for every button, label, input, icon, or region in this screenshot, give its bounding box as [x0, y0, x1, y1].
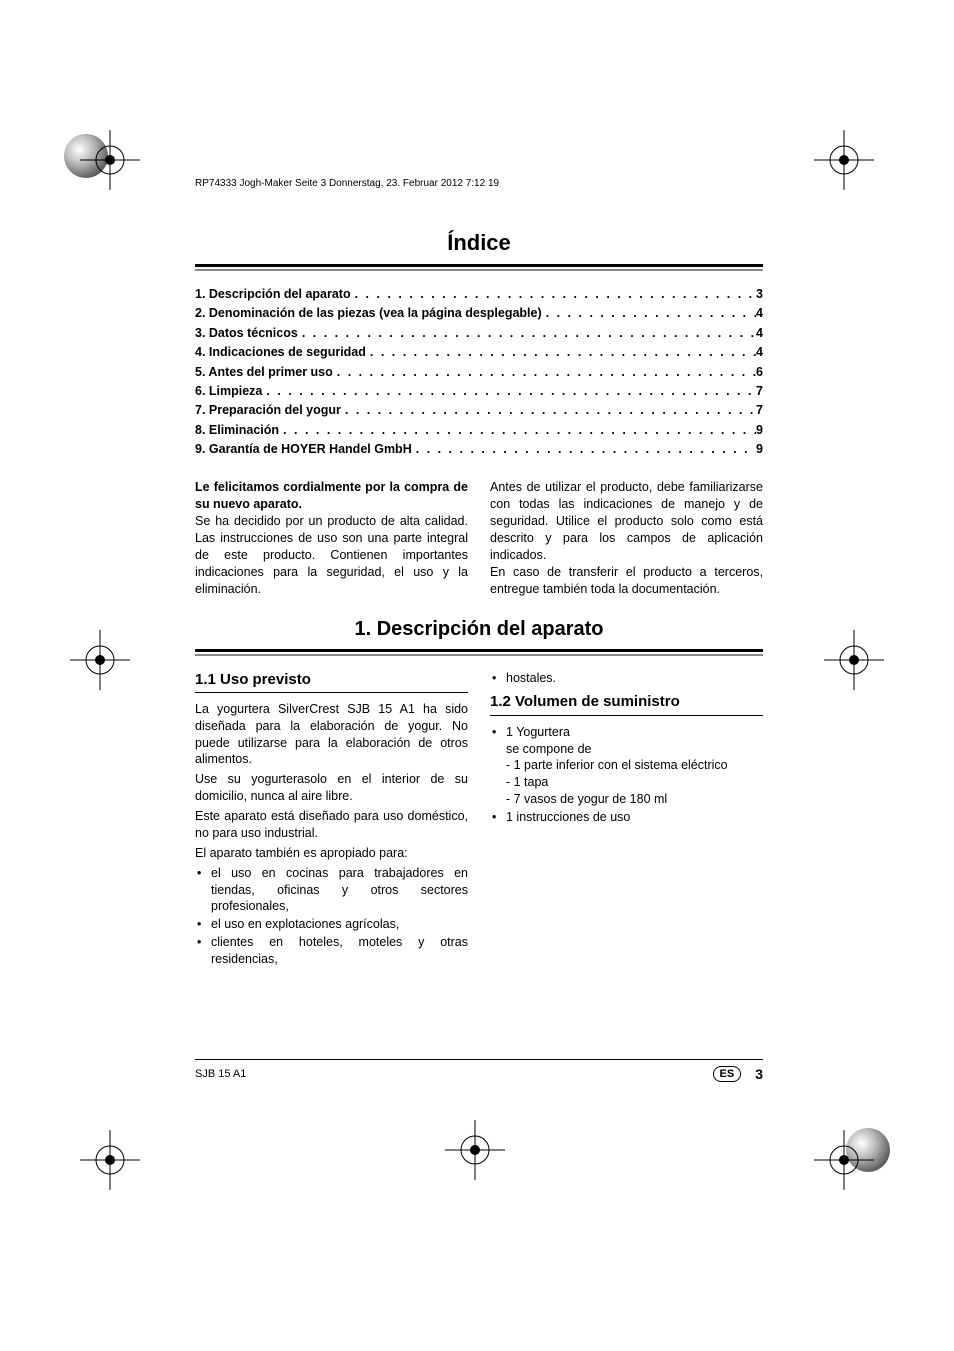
toc-label: 2. Denominación de las piezas (vea la pá… [195, 304, 542, 323]
intro-right-p1: Antes de utilizar el producto, debe fami… [490, 479, 763, 563]
subhead-rule [195, 692, 468, 693]
toc-title-wrap: Índice [195, 230, 763, 262]
section-rule-dark [195, 649, 763, 652]
sub11-p4: El aparato también es apropiado para: [195, 845, 468, 862]
registration-mark-icon [814, 1130, 874, 1190]
toc-page: 4 [756, 343, 763, 362]
registration-mark-icon [80, 130, 140, 190]
page-content: Índice 1. Descripción del aparato . . . … [195, 230, 763, 1082]
toc-page: 7 [756, 401, 763, 420]
toc-page: 9 [756, 440, 763, 459]
toc-dots: . . . . . . . . . . . . . . . . . . . . … [351, 285, 756, 304]
toc-page: 6 [756, 363, 763, 382]
sub11-p3: Este aparato está diseñado para uso domé… [195, 808, 468, 842]
registration-mark-icon [814, 130, 874, 190]
toc-row: 2. Denominación de las piezas (vea la pá… [195, 304, 763, 323]
section1-title-wrap: 1. Descripción del aparato [195, 618, 763, 647]
title-rule-dark [195, 264, 763, 267]
toc-dots: . . . . . . . . . . . . . . . . . . . . … [279, 421, 756, 440]
page-number: 3 [755, 1066, 763, 1082]
section1-title: 1. Descripción del aparato [355, 618, 604, 641]
toc-dots: . . . . . . . . . . . . . . . . . . . . … [341, 401, 756, 420]
sub12-item1-sub1: se compone de [506, 741, 763, 758]
sub12-item1-sub4: - 7 vasos de yogur de 180 ml [506, 791, 763, 808]
sub11-p1: La yogurtera SilverCrest SJB 15 A1 ha si… [195, 701, 468, 769]
lang-badge: ES [713, 1066, 742, 1082]
toc-page: 7 [756, 382, 763, 401]
intro-columns: Le felicitamos cordialmente por la compr… [195, 479, 763, 597]
subhead-rule [490, 715, 763, 716]
toc-dots: . . . . . . . . . . . . . . . . . . . . … [366, 343, 756, 362]
footer-model: SJB 15 A1 [195, 1068, 246, 1080]
sub11-bullets: el uso en cocinas para trabajadores en t… [195, 865, 468, 968]
page-footer: SJB 15 A1 ES 3 [195, 1059, 763, 1082]
sub11-title: 1.1 Uso previsto [195, 670, 468, 690]
sub12-item1-sub2: - 1 parte inferior con el sistema eléctr… [506, 757, 763, 774]
right-top-bullets: hostales. [490, 670, 763, 687]
toc-label: 1. Descripción del aparato [195, 285, 351, 304]
toc-row: 8. Eliminación . . . . . . . . . . . . .… [195, 421, 763, 440]
intro-left-body: Se ha decidido por un producto de alta c… [195, 513, 468, 597]
footer-right: ES 3 [713, 1066, 763, 1082]
toc-row: 5. Antes del primer uso . . . . . . . . … [195, 363, 763, 382]
toc-page: 4 [756, 304, 763, 323]
list-item: el uso en explotaciones agrícolas, [195, 916, 468, 933]
print-header-line: RP74333 Jogh-Maker Seite 3 Donnerstag, 2… [195, 178, 499, 189]
registration-mark-icon [80, 1130, 140, 1190]
print-header-text: RP74333 Jogh-Maker Seite 3 Donnerstag, 2… [195, 178, 499, 189]
list-item: 1 instrucciones de uso [490, 809, 763, 826]
toc-label: 7. Preparación del yogur [195, 401, 341, 420]
section-rule-gray [195, 654, 763, 656]
toc-label: 3. Datos técnicos [195, 324, 298, 343]
sub12-item1-sub3: - 1 tapa [506, 774, 763, 791]
toc-label: 5. Antes del primer uso [195, 363, 333, 382]
toc-dots: . . . . . . . . . . . . . . . . . . . . … [262, 382, 756, 401]
body-col-left: 1.1 Uso previsto La yogurtera SilverCres… [195, 670, 468, 969]
toc-row: 7. Preparación del yogur . . . . . . . .… [195, 401, 763, 420]
toc-label: 4. Indicaciones de seguridad [195, 343, 366, 362]
body-col-right: hostales. 1.2 Volumen de suministro 1 Yo… [490, 670, 763, 969]
toc-dots: . . . . . . . . . . . . . . . . . . . . … [412, 440, 756, 459]
toc-row: 1. Descripción del aparato . . . . . . .… [195, 285, 763, 304]
toc-row: 4. Indicaciones de seguridad . . . . . .… [195, 343, 763, 362]
sub12-title: 1.2 Volumen de suministro [490, 692, 763, 712]
intro-col-left: Le felicitamos cordialmente por la compr… [195, 479, 468, 597]
toc-row: 6. Limpieza . . . . . . . . . . . . . . … [195, 382, 763, 401]
registration-mark-icon [824, 630, 884, 690]
registration-mark-icon [445, 1120, 505, 1180]
toc-row: 3. Datos técnicos . . . . . . . . . . . … [195, 324, 763, 343]
list-item: 1 Yogurtera se compone de - 1 parte infe… [490, 724, 763, 808]
toc-page: 4 [756, 324, 763, 343]
toc-row: 9. Garantía de HOYER Handel GmbH . . . .… [195, 440, 763, 459]
toc-label: 9. Garantía de HOYER Handel GmbH [195, 440, 412, 459]
intro-right-p2: En caso de transferir el producto a terc… [490, 564, 763, 598]
toc-dots: . . . . . . . . . . . . . . . . . . . . … [333, 363, 756, 382]
sub12-item1-head: 1 Yogurtera [506, 725, 570, 739]
registration-mark-icon [70, 630, 130, 690]
list-item: hostales. [490, 670, 763, 687]
toc-list: 1. Descripción del aparato . . . . . . .… [195, 285, 763, 459]
toc-label: 6. Limpieza [195, 382, 262, 401]
toc-dots: . . . . . . . . . . . . . . . . . . . . … [298, 324, 756, 343]
toc-page: 9 [756, 421, 763, 440]
list-item: el uso en cocinas para trabajadores en t… [195, 865, 468, 916]
toc-label: 8. Eliminación [195, 421, 279, 440]
sub12-bullets: 1 Yogurtera se compone de - 1 parte infe… [490, 724, 763, 826]
sub11-p2: Use su yogurterasolo en el interior de s… [195, 771, 468, 805]
list-item: clientes en hoteles, moteles y otras res… [195, 934, 468, 968]
toc-dots: . . . . . . . . . . . . . . . . . . . . … [542, 304, 756, 323]
intro-col-right: Antes de utilizar el producto, debe fami… [490, 479, 763, 597]
body-columns: 1.1 Uso previsto La yogurtera SilverCres… [195, 670, 763, 969]
title-rule-gray [195, 269, 763, 271]
toc-title: Índice [447, 230, 511, 256]
intro-bold: Le felicitamos cordialmente por la compr… [195, 480, 468, 511]
toc-page: 3 [756, 285, 763, 304]
